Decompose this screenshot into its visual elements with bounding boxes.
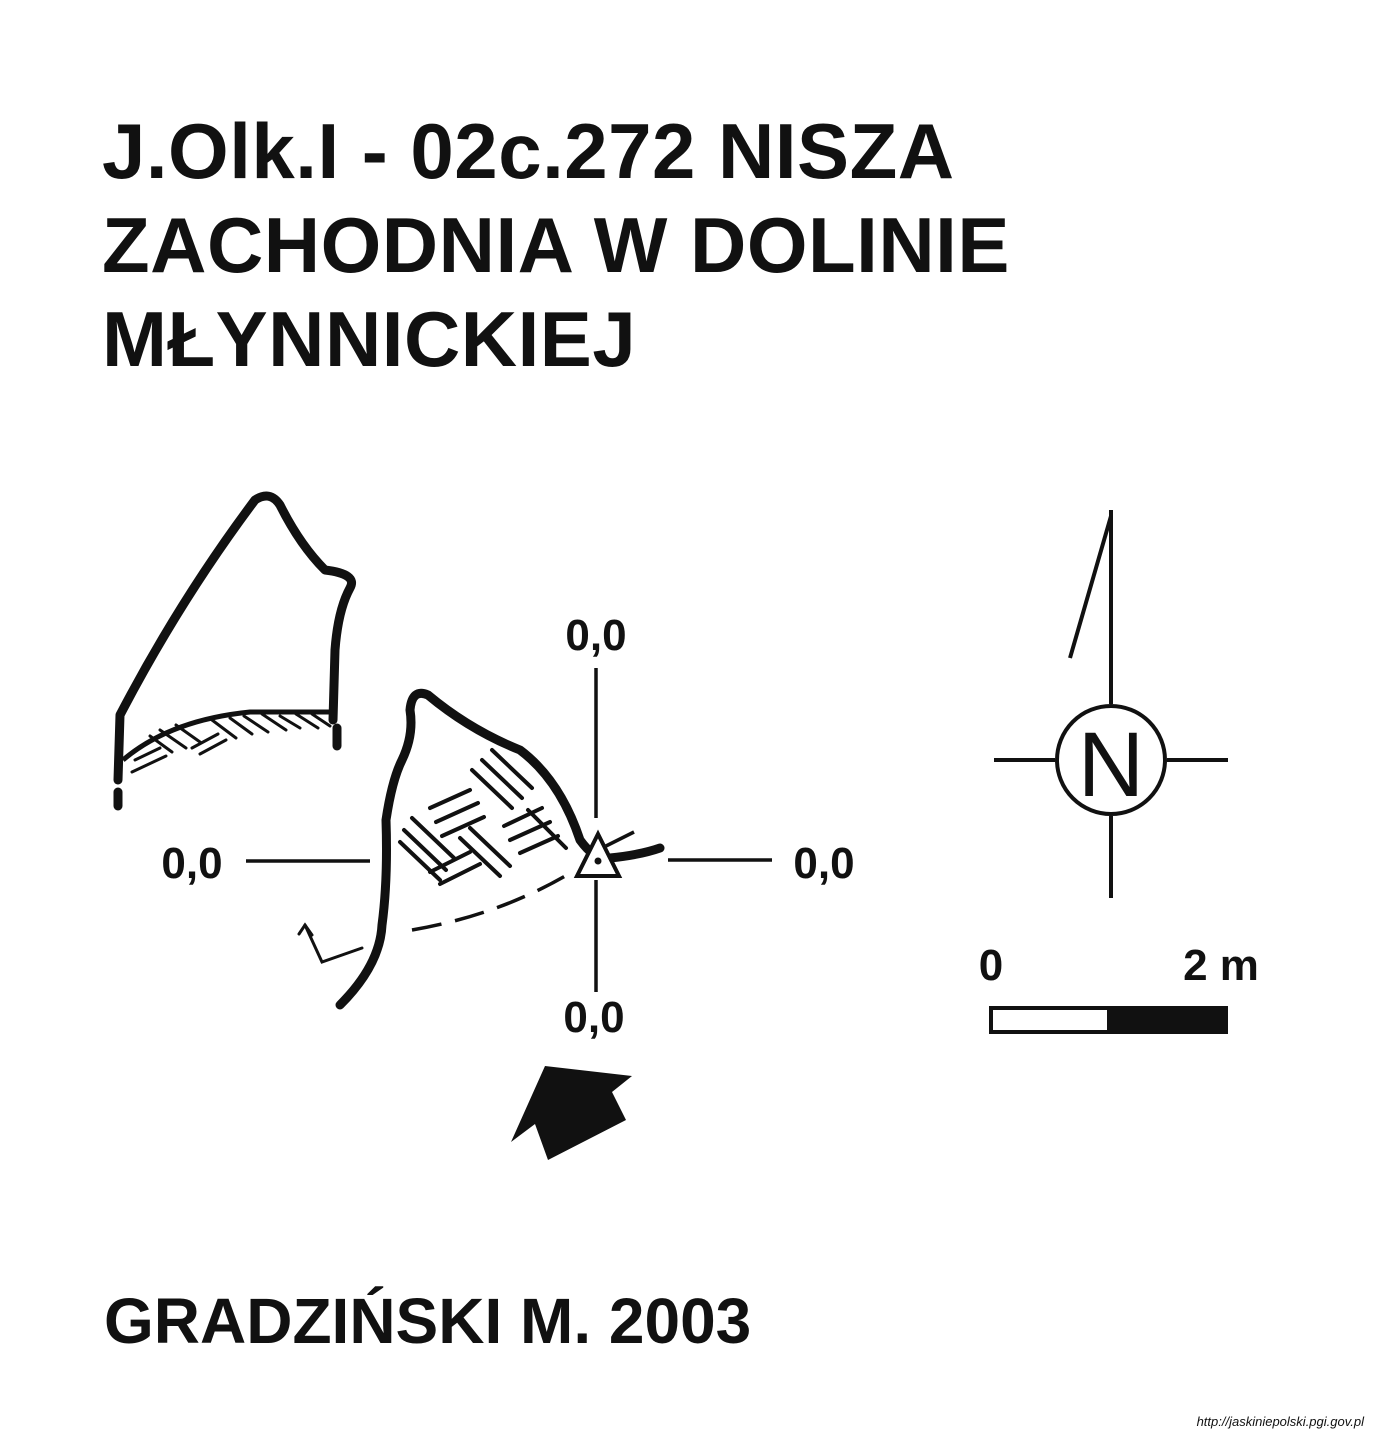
survey-author: GRADZIŃSKI M. 2003	[104, 1285, 752, 1357]
slope-direction-marker	[297, 922, 364, 964]
upper-rock-hatching	[121, 709, 333, 774]
datum-label-left: 0,0	[161, 839, 222, 888]
cave-title: J.Olk.I - 02c.272 NISZA ZACHODNIA W DOLI…	[102, 104, 1252, 386]
datum-cross-lines	[246, 668, 772, 992]
niche-wall-outline	[335, 688, 665, 1010]
datum-label-bottom: 0,0	[563, 993, 624, 1042]
scale-bar: 0 2 m	[979, 941, 1259, 1034]
datum-label-right: 0,0	[793, 839, 854, 888]
upper-rock-outline	[113, 491, 356, 811]
compass-north-letter: N	[1078, 714, 1144, 816]
cave-title-line-1: J.Olk.I - 02c.272 NISZA	[102, 107, 955, 195]
survey-station-icon	[573, 829, 623, 878]
cave-title-line-3: MŁYNNICKIEJ	[102, 295, 637, 383]
scale-bar-start-label: 0	[979, 941, 1003, 990]
niche-floor-hatching	[398, 748, 568, 886]
datum-label-top: 0,0	[565, 611, 626, 660]
north-compass: N	[994, 510, 1228, 898]
source-link[interactable]: http://jaskiniepolski.pgi.gov.pl	[1196, 1414, 1364, 1429]
entrance-arrow-icon	[511, 1066, 632, 1160]
cave-title-line-2: ZACHODNIA W DOLINIE	[102, 201, 1010, 289]
scale-bar-end-label: 2 m	[1183, 941, 1259, 990]
drip-line-dashed	[411, 870, 573, 932]
